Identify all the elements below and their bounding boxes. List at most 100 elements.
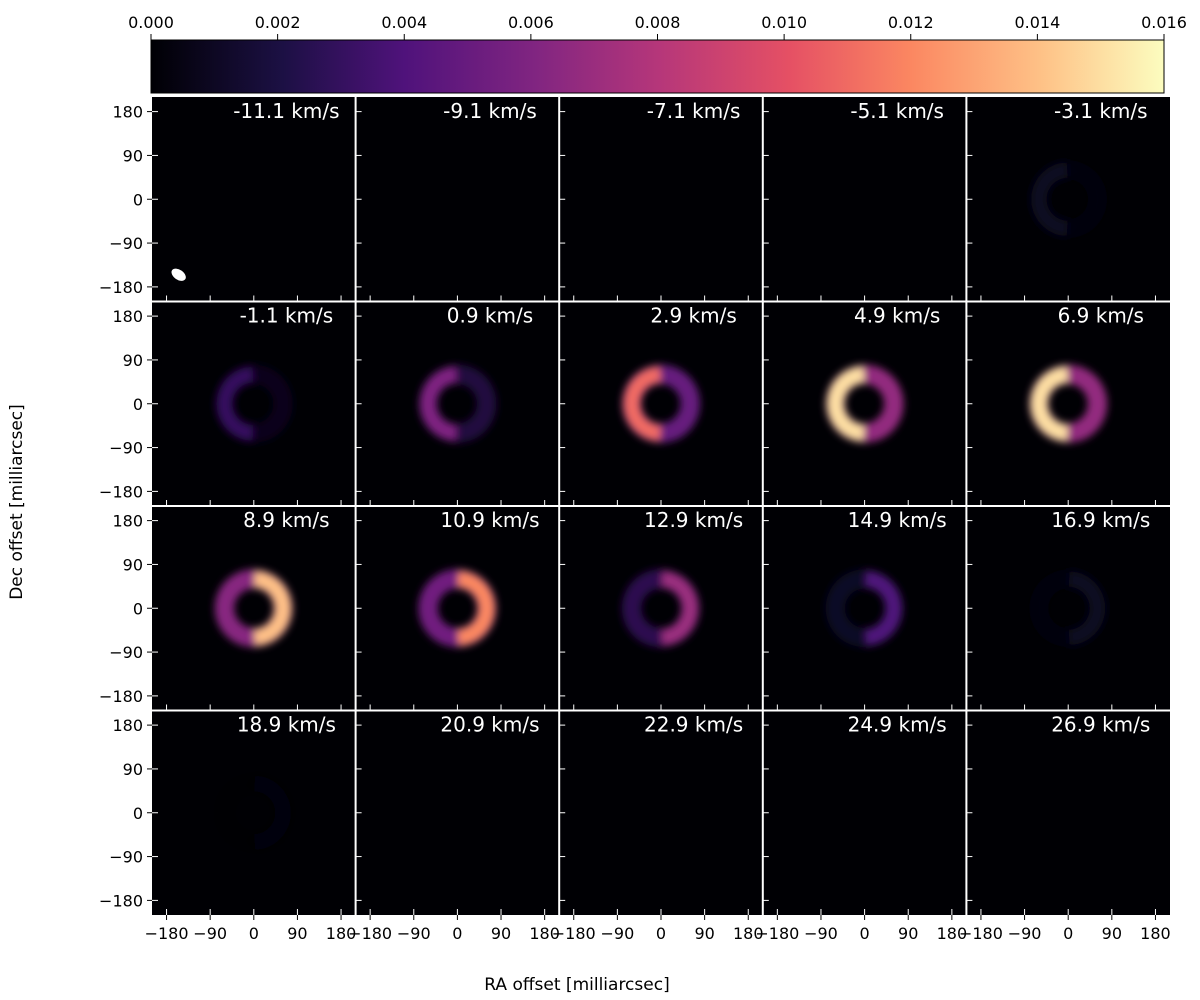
channel-velocity-label: 16.9 km/s: [1051, 508, 1150, 532]
y-tick-label: 0: [133, 395, 143, 414]
x-tick-label: −90: [193, 924, 227, 943]
y-tick-label: 90: [123, 351, 143, 370]
y-tick-label: 180: [112, 512, 143, 531]
emission-ring: [825, 569, 904, 648]
channel-panel: 0.9 km/s: [355, 301, 560, 506]
emission-ring: [825, 364, 904, 443]
panel-background: [152, 301, 356, 506]
channel-panel: 14.9 km/s: [762, 506, 967, 711]
x-tick-label: −90: [804, 924, 838, 943]
emission-crescent: [623, 366, 661, 441]
channel-velocity-label: -11.1 km/s: [233, 99, 339, 123]
emission-crescent: [661, 571, 699, 646]
y-tick-label: 180: [112, 103, 143, 122]
colorbar-tick-label: 0.006: [508, 13, 554, 32]
panel-background: [355, 97, 560, 302]
channel-velocity-label: 12.9 km/s: [644, 508, 743, 532]
x-tick-label: −180: [145, 924, 189, 943]
channel-velocity-label: 20.9 km/s: [440, 713, 539, 737]
channel-velocity-label: 0.9 km/s: [447, 304, 533, 328]
x-tick-label: 180: [529, 924, 560, 943]
emission-ring: [418, 364, 497, 443]
channel-panel: -7.1 km/s: [559, 97, 763, 302]
x-tick-label: 90: [694, 924, 714, 943]
emission-crescent: [216, 366, 254, 441]
y-tick-label: 90: [123, 146, 143, 165]
y-tick-label: 0: [133, 599, 143, 618]
y-tick-label: 0: [133, 804, 143, 823]
colorbar-tick-label: 0.012: [888, 13, 934, 32]
y-tick-label: −90: [109, 439, 143, 458]
x-tick-label: 0: [1063, 924, 1073, 943]
channel-panel: 2.9 km/s: [559, 301, 763, 506]
x-tick-label: 180: [1140, 924, 1171, 943]
panel-background: [966, 301, 1170, 506]
channel-panel: 12.9 km/s: [559, 506, 763, 711]
channel-velocity-label: -9.1 km/s: [443, 99, 537, 123]
emission-ring: [214, 773, 293, 852]
channel-panel: 26.9 km/s −180 −90 0 90 180: [959, 710, 1171, 943]
channel-velocity-label: 26.9 km/s: [1051, 713, 1150, 737]
colorbar-ticks: 0.000 0.002 0.004 0.006 0.008 0.010 0.012 0.014…: [128, 13, 1187, 40]
y-tick-label: −180: [99, 278, 143, 297]
x-tick-label: 180: [326, 924, 357, 943]
x-tick-label: 180: [937, 924, 968, 943]
emission-ring: [214, 364, 293, 443]
x-tick-label: 0: [860, 924, 870, 943]
x-tick-label: −90: [397, 924, 431, 943]
panel-background: [762, 97, 967, 302]
x-tick-label: −180: [552, 924, 596, 943]
emission-ring: [1029, 160, 1108, 239]
colorbar-tick-label: 0.002: [255, 13, 301, 32]
channel-panel: -11.1 km/s 180 90 0 −90 −180: [99, 97, 356, 302]
panel-background: [152, 710, 356, 915]
channel-panel: 16.9 km/s: [966, 506, 1170, 711]
channel-velocity-label: 8.9 km/s: [243, 508, 329, 532]
colorbar-gradient: [150, 39, 1165, 94]
y-tick-label: −90: [109, 234, 143, 253]
panel-background: [355, 710, 560, 915]
y-tick-label: −90: [109, 848, 143, 867]
channel-panel: -5.1 km/s: [762, 97, 967, 302]
emission-crescent: [254, 775, 291, 850]
channel-panel: -1.1 km/s 180 90 0 −90 −180: [99, 301, 356, 506]
y-tick-label: 90: [123, 760, 143, 779]
x-tick-label: 180: [733, 924, 764, 943]
y-tick-label: −180: [99, 891, 143, 910]
channel-panel: 22.9 km/s −180 −90 0 90 180: [552, 710, 764, 943]
colorbar-tick-label: 0.014: [1014, 13, 1060, 32]
colorbar: 0.000 0.002 0.004 0.006 0.008 0.010 0.012 0.014…: [128, 13, 1187, 94]
emission-crescent: [1031, 162, 1068, 237]
y-tick-label: −90: [109, 643, 143, 662]
x-tick-label: 90: [287, 924, 307, 943]
emission-ring: [214, 569, 293, 648]
x-tick-label: 90: [491, 924, 511, 943]
channel-panel: 4.9 km/s: [762, 301, 967, 506]
x-tick-label: 90: [898, 924, 918, 943]
emission-ring: [622, 569, 700, 648]
channel-velocity-label: -3.1 km/s: [1054, 99, 1148, 123]
x-tick-label: 0: [452, 924, 462, 943]
emission-ring: [418, 569, 497, 648]
y-tick-label: −180: [99, 687, 143, 706]
y-tick-label: 180: [112, 716, 143, 735]
x-tick-label: 0: [249, 924, 259, 943]
panel-background: [966, 710, 1170, 915]
channel-velocity-label: 2.9 km/s: [650, 304, 736, 328]
colorbar-tick-label: 0.010: [761, 13, 807, 32]
channel-panel: -3.1 km/s: [966, 97, 1170, 302]
panel-background: [559, 506, 763, 711]
channel-velocity-label: -1.1 km/s: [240, 304, 334, 328]
panel-background: [762, 710, 967, 915]
x-tick-label: 90: [1102, 924, 1122, 943]
emission-crescent: [457, 571, 495, 646]
y-tick-label: 180: [112, 307, 143, 326]
channel-panel: 24.9 km/s −180 −90 0 90 180: [755, 710, 968, 943]
y-tick-label: 0: [133, 190, 143, 209]
emission-crescent: [420, 366, 458, 441]
y-tick-label: −180: [99, 482, 143, 501]
x-tick-label: −180: [755, 924, 799, 943]
